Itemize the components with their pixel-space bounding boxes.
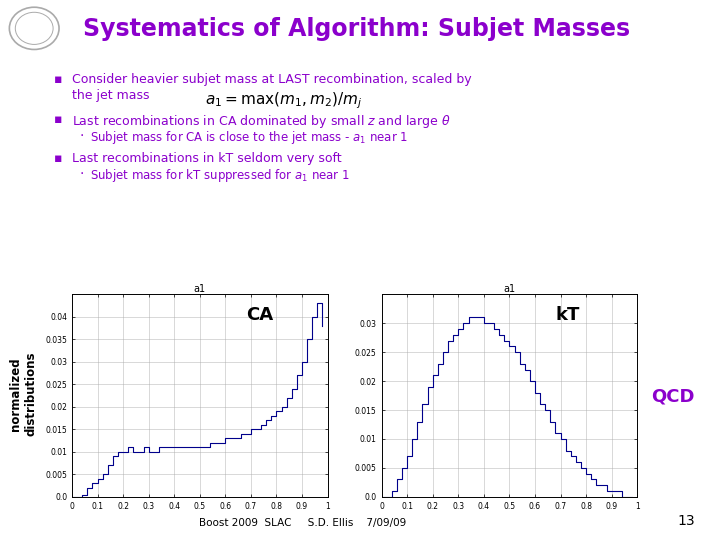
- Text: Subjet mass for CA is close to the jet mass - $a_1$ near 1: Subjet mass for CA is close to the jet m…: [90, 129, 408, 145]
- Text: Last recombinations in kT seldom very soft: Last recombinations in kT seldom very so…: [72, 152, 341, 165]
- Title: a1: a1: [503, 284, 516, 294]
- Text: Systematics of Algorithm: Subjet Masses: Systematics of Algorithm: Subjet Masses: [83, 17, 630, 40]
- Text: 13: 13: [678, 514, 695, 528]
- Text: ▪: ▪: [54, 152, 63, 165]
- Text: Last recombinations in CA dominated by small $z$ and large $\theta$: Last recombinations in CA dominated by s…: [72, 113, 451, 130]
- Text: Subjet mass for kT suppressed for $a_1$ near 1: Subjet mass for kT suppressed for $a_1$ …: [90, 167, 350, 184]
- Text: normalized
distributions: normalized distributions: [9, 352, 37, 436]
- Text: ▪: ▪: [54, 73, 63, 86]
- Text: CA: CA: [246, 306, 273, 325]
- Text: kT: kT: [555, 306, 580, 325]
- Text: QCD: QCD: [652, 388, 695, 406]
- Text: ·: ·: [79, 129, 84, 143]
- Text: $a_1 = \mathrm{max}(m_1, m_2)/m_j$: $a_1 = \mathrm{max}(m_1, m_2)/m_j$: [205, 91, 363, 111]
- Title: a1: a1: [194, 284, 206, 294]
- Text: the jet mass: the jet mass: [72, 89, 150, 102]
- Text: Consider heavier subjet mass at LAST recombination, scaled by: Consider heavier subjet mass at LAST rec…: [72, 73, 472, 86]
- Text: Boost 2009  SLAC     S.D. Ellis    7/09/09: Boost 2009 SLAC S.D. Ellis 7/09/09: [199, 518, 406, 528]
- Text: ▪: ▪: [54, 113, 63, 126]
- Text: ·: ·: [79, 167, 84, 181]
